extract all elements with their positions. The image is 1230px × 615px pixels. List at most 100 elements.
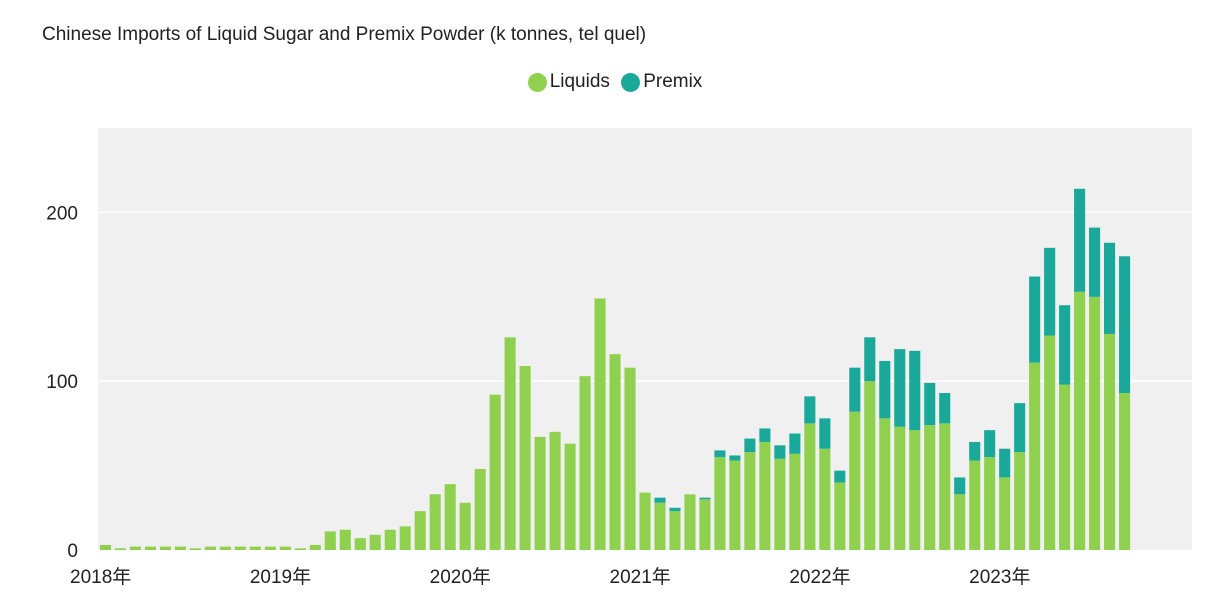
plot-area: [98, 128, 1192, 550]
bar-premix-2022-08: [924, 382, 936, 426]
bar-liquids-2018-05: [159, 546, 171, 550]
bar-liquids-2020-11: [609, 354, 621, 550]
bar-liquids-2018-04: [144, 546, 156, 550]
bar-liquids-2021-01: [639, 492, 651, 550]
bar-premix-2023-04: [1044, 247, 1056, 336]
bar-liquids-2020-06: [534, 436, 546, 550]
bar-liquids-2019-06: [354, 538, 366, 550]
bar-liquids-2018-09: [219, 546, 231, 550]
bar-liquids-2020-04: [504, 337, 516, 550]
bar-premix-2022-06: [894, 349, 906, 427]
bar-liquids-2020-01: [459, 502, 471, 550]
bar-premix-2022-05: [879, 360, 891, 419]
bar-liquids-2020-12: [624, 367, 636, 550]
bar-premix-2022-01: [819, 418, 831, 449]
bar-premix-2023-09: [1119, 256, 1131, 394]
bar-premix-2021-06: [714, 450, 726, 458]
bar-premix-2022-03: [849, 367, 861, 412]
legend-swatch-liquids: [527, 72, 547, 92]
legend-swatch-premix: [621, 72, 641, 92]
bar-liquids-2020-09: [579, 376, 591, 550]
bar-premix-2022-12: [984, 430, 996, 458]
bar-liquids-2020-05: [519, 366, 531, 550]
bar-liquids-2023-04: [1044, 335, 1056, 550]
bar-liquids-2018-02: [114, 548, 127, 550]
bar-liquids-2023-01: [999, 477, 1011, 550]
bar-premix-2022-02: [834, 470, 846, 483]
bar-premix-2021-08: [744, 438, 756, 453]
bar-liquids-2022-11: [969, 460, 981, 550]
bar-liquids-2021-08: [744, 452, 756, 550]
bar-premix-2021-11: [789, 433, 801, 454]
bar-liquids-2021-04: [684, 494, 696, 550]
bar-liquids-2021-10: [774, 458, 786, 550]
bar-premix-2021-10: [774, 445, 786, 459]
bar-liquids-2022-03: [849, 411, 861, 550]
bar-liquids-2018-10: [234, 546, 246, 550]
x-tick-label: 2023年: [969, 566, 1030, 588]
bar-liquids-2019-07: [369, 534, 381, 550]
bar-liquids-2019-05: [339, 529, 351, 550]
bar-liquids-2021-02: [654, 502, 666, 550]
bar-liquids-2022-01: [819, 448, 831, 550]
bar-liquids-2018-11: [249, 546, 261, 550]
chart-title: Chinese Imports of Liquid Sugar and Prem…: [42, 24, 647, 45]
bar-premix-2023-01: [999, 448, 1011, 478]
bar-liquids-2022-05: [879, 418, 891, 550]
bar-liquids-2020-07: [549, 431, 561, 550]
bar-liquids-2022-02: [834, 482, 846, 550]
y-tick-label: 200: [46, 203, 78, 224]
bar-liquids-2018-03: [129, 546, 142, 550]
bar-liquids-2019-10: [414, 511, 426, 550]
bar-liquids-2018-12: [264, 546, 276, 550]
bar-liquids-2021-05: [699, 499, 711, 550]
bar-liquids-2022-08: [924, 425, 936, 550]
legend: Liquids Premix: [0, 71, 1230, 98]
bar-liquids-2019-04: [324, 531, 336, 550]
bar-liquids-2019-12: [444, 484, 456, 550]
bar-liquids-2022-10: [954, 494, 966, 550]
x-tick-label: 2019年: [250, 566, 311, 588]
bar-premix-2023-02: [1014, 403, 1026, 453]
bar-liquids-2023-08: [1104, 333, 1116, 550]
legend-item-liquids[interactable]: Liquids: [527, 71, 610, 93]
bar-liquids-2019-02: [294, 548, 306, 550]
bar-premix-2023-05: [1059, 305, 1071, 385]
bar-premix-2022-09: [939, 393, 951, 424]
bar-premix-2021-02: [654, 497, 666, 503]
legend-label-liquids: Liquids: [549, 71, 610, 92]
legend-label-premix: Premix: [643, 71, 703, 92]
x-tick-label: 2022年: [789, 566, 850, 588]
bar-liquids-2021-06: [714, 457, 726, 550]
bar-liquids-2018-08: [204, 546, 216, 550]
bar-liquids-2021-09: [759, 441, 771, 550]
bar-liquids-2021-12: [804, 423, 816, 550]
bar-liquids-2022-09: [939, 423, 951, 550]
bar-premix-2023-08: [1104, 242, 1116, 334]
bar-liquids-2023-02: [1014, 452, 1026, 550]
bar-premix-2022-07: [909, 350, 921, 431]
bar-liquids-2020-03: [489, 394, 501, 550]
bar-liquids-2021-03: [669, 511, 681, 550]
bar-liquids-2018-01: [99, 544, 112, 550]
bar-liquids-2023-06: [1074, 291, 1086, 550]
bar-liquids-2022-07: [909, 430, 921, 550]
bar-liquids-2023-07: [1089, 296, 1101, 550]
bar-premix-2023-07: [1089, 227, 1101, 297]
bar-liquids-2019-09: [399, 526, 411, 550]
bar-liquids-2018-07: [189, 548, 201, 550]
bar-liquids-2023-05: [1059, 384, 1071, 550]
bar-premix-2023-06: [1074, 188, 1086, 292]
bar-liquids-2023-09: [1119, 393, 1131, 550]
bar-liquids-2019-08: [384, 529, 396, 550]
legend-item-premix[interactable]: Premix: [621, 71, 702, 93]
bar-liquids-2023-03: [1029, 362, 1041, 550]
bar-premix-2021-12: [804, 396, 816, 424]
bar-premix-2023-03: [1029, 276, 1041, 363]
y-tick-label: 0: [67, 541, 78, 562]
bar-premix-2021-03: [669, 507, 681, 512]
x-tick-label: 2021年: [610, 566, 671, 588]
bar-liquids-2020-02: [474, 468, 486, 550]
bar-liquids-2019-01: [279, 546, 291, 550]
